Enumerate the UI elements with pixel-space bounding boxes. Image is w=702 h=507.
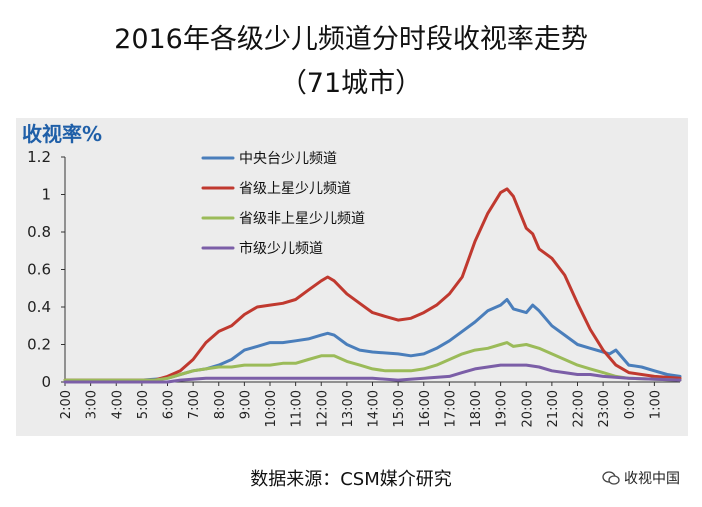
chart-title: 2016年各级少儿频道分时段收视率走势 — [114, 24, 588, 55]
y-axis-title: 收视率% — [22, 122, 103, 146]
x-tick-label: 0:00 — [623, 390, 638, 419]
x-tick-label: 5:00 — [136, 390, 151, 419]
series-line-2 — [63, 187, 682, 382]
x-tick-label: 3:00 — [85, 390, 100, 419]
source-note: 数据来源：CSM媒介研究 — [250, 469, 452, 490]
x-tick-label: 9:00 — [238, 390, 253, 419]
x-tick-label: 16:00 — [418, 390, 433, 427]
x-tick-label: 6:00 — [162, 390, 177, 419]
x-tick-label: 21:00 — [546, 390, 561, 427]
x-tick-label: 19:00 — [495, 390, 510, 427]
x-tick-label: 8:00 — [213, 390, 228, 419]
y-tick-label: 0.8 — [27, 223, 51, 241]
x-tick-label: 13:00 — [341, 390, 356, 427]
y-tick-label: 1 — [41, 186, 51, 204]
y-tick-label: 0.6 — [27, 261, 51, 279]
x-tick-label: 14:00 — [367, 390, 382, 427]
x-tick-label: 20:00 — [520, 390, 535, 427]
x-tick-label: 12:00 — [315, 390, 330, 427]
x-tick-label: 11:00 — [290, 390, 305, 427]
x-tick-label: 22:00 — [572, 390, 587, 427]
legend-label: 中央台少儿频道 — [239, 151, 337, 167]
series-line-1 — [63, 298, 682, 382]
x-tick-label: 7:00 — [187, 390, 202, 419]
y-tick-label: 0.4 — [27, 298, 51, 316]
series-line-3 — [63, 341, 682, 382]
x-tick-label: 4:00 — [110, 390, 125, 419]
watermark-text: 收视中国 — [624, 471, 680, 487]
x-tick-label: 2:00 — [59, 390, 74, 419]
wechat-icon — [602, 471, 620, 485]
y-tick-label: 0 — [41, 373, 51, 391]
x-tick-label: 18:00 — [469, 390, 484, 427]
series-line-4 — [63, 363, 682, 384]
legend-label: 市级少儿频道 — [239, 240, 323, 257]
x-tick-label: 17:00 — [443, 390, 458, 427]
x-tick-label: 10:00 — [264, 390, 279, 427]
x-tick-label: 23:00 — [597, 390, 612, 427]
legend-label: 省级上星少儿频道 — [239, 181, 351, 197]
chart-subtitle: （71城市） — [279, 68, 423, 99]
watermark: 收视中国 — [602, 468, 680, 488]
x-tick-label: 15:00 — [392, 390, 407, 427]
y-tick-label: 1.2 — [27, 148, 51, 166]
y-tick-label: 0.2 — [27, 336, 51, 354]
x-tick-label: 1:00 — [648, 390, 663, 419]
legend-label: 省级非上星少儿频道 — [239, 211, 365, 227]
